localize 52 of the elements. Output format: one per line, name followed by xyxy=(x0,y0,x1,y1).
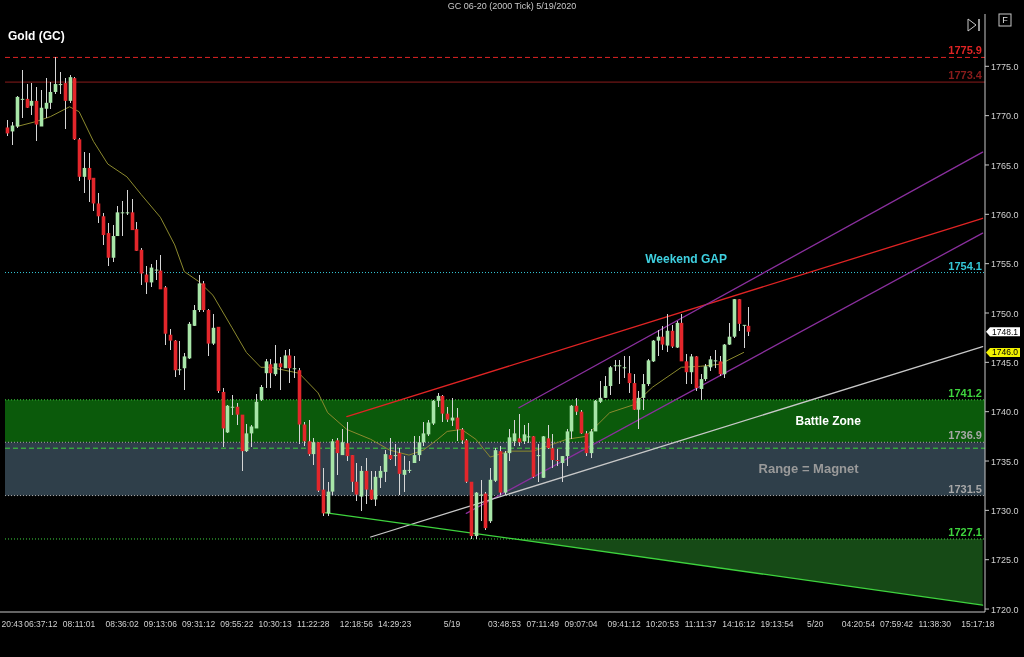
x-tick-label: 09:31:12 xyxy=(182,619,216,629)
x-tick-label: 11:11:37 xyxy=(684,619,717,629)
y-tick-label: 1750.0 xyxy=(991,308,1019,319)
band-label: Battle Zone xyxy=(795,414,862,429)
x-tick-label: 08:36:02 xyxy=(105,619,139,629)
x-tick-label: 10:30:13 xyxy=(258,619,292,629)
ref-line-label: 1775.9 xyxy=(948,44,982,57)
x-tick-label: 06:37:12 xyxy=(24,619,58,629)
x-tick-label: 12:18:56 xyxy=(339,619,374,629)
x-tick-label: 07:59:42 xyxy=(880,619,914,629)
y-tick-label: 1735.0 xyxy=(991,456,1019,467)
x-tick-label: 20:43 xyxy=(1,619,24,629)
x-tick-label: 10:20:53 xyxy=(645,619,680,629)
y-tick-label: 1745.0 xyxy=(991,358,1019,369)
x-tick-label: 09:55:22 xyxy=(220,619,254,629)
y-tick-label: 1775.0 xyxy=(991,62,1019,73)
x-tick-label: 19:13:54 xyxy=(760,619,794,629)
y-tick-label: 1760.0 xyxy=(991,210,1019,221)
x-tick-label: 09:41:12 xyxy=(607,619,641,629)
x-tick-label: 11:38:30 xyxy=(918,619,952,629)
x-tick-label: 07:11:49 xyxy=(526,619,560,629)
text: F xyxy=(1002,15,1009,26)
x-tick-label: 14:29:23 xyxy=(378,619,412,629)
annotation: Weekend GAP xyxy=(645,251,728,266)
text: 1748.1 xyxy=(992,326,1019,337)
y-tick-label: 1765.0 xyxy=(991,160,1019,171)
band-label: Range = Magnet xyxy=(758,461,860,477)
y-tick-label: 1740.0 xyxy=(991,407,1019,418)
ref-line-label: 1731.5 xyxy=(948,482,982,495)
ref-line-label: 1736.9 xyxy=(948,429,982,442)
text: Gold (GC) xyxy=(8,29,65,43)
x-tick-label: 11:22:28 xyxy=(297,619,330,629)
x-tick-label: 5/20 xyxy=(807,619,824,629)
x-tick-label: 03:48:53 xyxy=(488,619,522,629)
x-tick-label: 5/19 xyxy=(443,619,461,629)
x-tick-label: 09:13:06 xyxy=(143,619,178,629)
y-tick-label: 1720.0 xyxy=(991,604,1019,615)
x-tick-label: 04:20:54 xyxy=(841,619,876,629)
y-tick-label: 1755.0 xyxy=(991,259,1019,270)
y-tick-label: 1730.0 xyxy=(991,506,1019,517)
ref-line-label: 1741.2 xyxy=(948,386,982,399)
ref-line-label: 1754.1 xyxy=(948,259,982,272)
chart-title: GC 06-20 (2000 Tick) 5/19/2020 xyxy=(447,1,577,11)
y-tick-label: 1770.0 xyxy=(991,111,1019,122)
x-tick-label: 14:16:12 xyxy=(722,619,756,629)
text: 1746.0 xyxy=(992,347,1019,358)
x-tick-label: 15:17:18 xyxy=(961,619,995,629)
y-tick-label: 1725.0 xyxy=(991,555,1019,566)
x-tick-label: 08:11:01 xyxy=(62,619,96,629)
ref-line-label: 1727.1 xyxy=(948,525,982,538)
x-tick-label: 09:07:04 xyxy=(564,619,598,629)
ref-line-label: 1773.4 xyxy=(948,69,983,82)
